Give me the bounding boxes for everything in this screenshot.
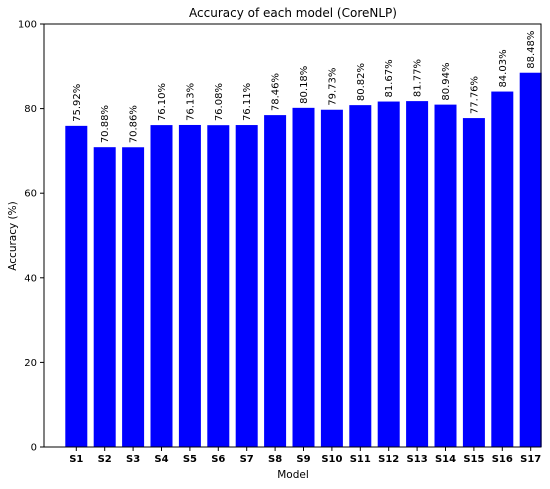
chart-title: Accuracy of each model (CoreNLP) <box>189 6 397 20</box>
plot-frame <box>43 23 542 448</box>
bar-S13 <box>406 101 429 448</box>
x-tick-label-S11: S11 <box>350 454 371 465</box>
bar-S1 <box>65 125 88 448</box>
y-tick-label-80: 80 <box>24 104 37 115</box>
value-label-S1: 75.92% <box>72 84 83 122</box>
x-tick-label-S15: S15 <box>463 454 484 465</box>
bar-S14 <box>434 104 457 448</box>
bar-S12 <box>377 101 400 447</box>
value-label-S4: 76.10% <box>157 83 168 121</box>
bar-S6 <box>207 125 230 448</box>
x-tick-label-S10: S10 <box>321 454 342 465</box>
bar-S9 <box>292 107 315 447</box>
y-tick-label-20: 20 <box>24 358 37 369</box>
x-tick-label-S1: S1 <box>69 454 83 465</box>
value-label-S17: 88.48% <box>526 31 537 69</box>
x-tick-label-S3: S3 <box>126 454 140 465</box>
x-tick-label-S12: S12 <box>378 454 399 465</box>
x-tick-label-S8: S8 <box>268 454 282 465</box>
x-axis-label: Model <box>277 469 309 481</box>
y-tick-label-40: 40 <box>24 273 37 284</box>
value-label-S5: 76.13% <box>185 83 196 121</box>
x-tick-label-S2: S2 <box>98 454 112 465</box>
x-tick-label-S14: S14 <box>435 454 456 465</box>
bar-S11 <box>349 105 372 447</box>
bar-S16 <box>491 91 514 448</box>
x-tick-label-S13: S13 <box>407 454 428 465</box>
x-tick-label-S6: S6 <box>211 454 225 465</box>
value-label-S7: 76.11% <box>242 83 253 121</box>
bar-S15 <box>462 118 485 447</box>
x-tick-label-S16: S16 <box>492 454 513 465</box>
x-tick-label-S9: S9 <box>296 454 310 465</box>
value-label-S13: 81.77% <box>413 59 424 97</box>
value-label-S9: 80.18% <box>299 66 310 104</box>
x-tick-label-S17: S17 <box>520 454 541 465</box>
bar-S17 <box>519 72 542 447</box>
value-label-S11: 80.82% <box>356 63 367 101</box>
bar-S10 <box>320 109 343 448</box>
y-tick-label-60: 60 <box>24 189 37 200</box>
bar-S4 <box>150 125 173 447</box>
plot-area: 75.92% 70.88% 70.86% 76.10% 76.13% 76.08% 76.1… <box>18 20 542 465</box>
x-tick-label-S5: S5 <box>183 454 197 465</box>
value-label-S6: 76.08% <box>214 83 225 121</box>
value-label-S12: 81.67% <box>384 59 395 97</box>
bar-S5 <box>178 124 201 447</box>
bar-S7 <box>235 125 258 448</box>
bar-S8 <box>264 115 287 448</box>
value-label-S10: 79.73% <box>327 68 338 106</box>
y-axis-label: Accuracy (%) <box>7 201 19 270</box>
value-label-S3: 70.86% <box>129 105 140 143</box>
y-tick-label-0: 0 <box>31 443 37 454</box>
value-label-S15: 77.76% <box>469 76 480 114</box>
x-tick-label-S7: S7 <box>240 454 254 465</box>
y-tick-label-100: 100 <box>18 20 37 31</box>
value-label-S14: 80.94% <box>441 62 452 100</box>
bar-S3 <box>122 147 145 447</box>
x-tick-label-S4: S4 <box>154 454 168 465</box>
value-label-S8: 78.46% <box>271 73 282 111</box>
value-label-S2: 70.88% <box>100 105 111 143</box>
bar-S2 <box>93 147 116 447</box>
value-label-S16: 84.03% <box>498 49 509 87</box>
